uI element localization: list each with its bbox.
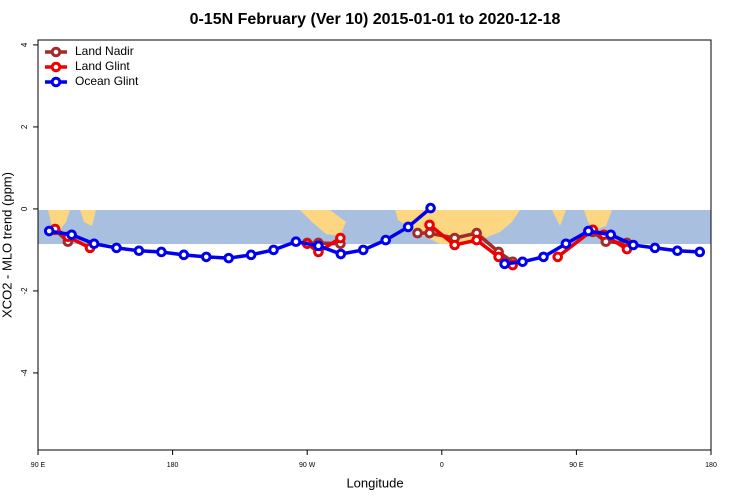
data-point [471,234,482,246]
data-point [133,245,145,257]
data-point [290,236,302,248]
data-point [412,227,423,239]
data-point [357,244,369,256]
data-point [552,251,564,263]
data-point [111,242,122,254]
y-tick-label: 2 [20,124,29,129]
x-tick-label: 180 [167,462,179,469]
data-point [156,246,167,258]
data-point [335,248,347,260]
x-axis-label: Longitude [346,475,403,490]
legend-marker [50,61,62,73]
data-point [424,227,435,239]
x-tick-label: 90 W [299,462,316,469]
data-point [223,252,234,264]
x-tick-label: 90 E [569,462,584,469]
data-point [672,245,683,257]
data-point [245,249,257,261]
data-point [424,219,435,231]
data-point [425,202,436,214]
plot-frame [37,39,712,451]
data-point [268,244,279,256]
legend-marker [50,76,62,88]
x-tick-label: 90 E [31,462,46,469]
data-point [538,251,549,263]
y-tick-label: 4 [20,42,29,47]
data-point [560,238,572,250]
legend-marker [50,46,62,58]
legend-label: Ocean Glint [75,74,139,88]
data-point [694,246,706,258]
data-point [335,232,346,244]
x-tick-label: 180 [705,462,717,469]
y-tick-label: -2 [20,287,29,295]
chart-title: 0-15N February (Ver 10) 2015-01-01 to 20… [190,11,561,28]
data-point [627,239,639,251]
data-point [605,229,617,241]
data-point [449,239,460,251]
data-point [517,256,528,268]
data-point [402,221,414,233]
data-point [88,238,100,250]
legend-label: Land Nadir [75,44,134,58]
data-point [66,229,77,241]
data-point [380,234,392,246]
y-tick-label: 0 [20,206,29,211]
y-tick-label: -4 [20,369,29,377]
data-point [493,251,504,263]
data-point [313,240,324,252]
data-point [649,242,661,254]
legend-label: Land Glint [75,59,130,73]
data-point [200,251,212,263]
data-point [499,258,510,270]
data-point [583,225,594,237]
data-point [43,225,55,237]
y-axis-label: XCO2 - MLO trend (ppm) [0,172,14,318]
x-tick-label: 0 [440,462,444,469]
data-point [178,249,190,261]
